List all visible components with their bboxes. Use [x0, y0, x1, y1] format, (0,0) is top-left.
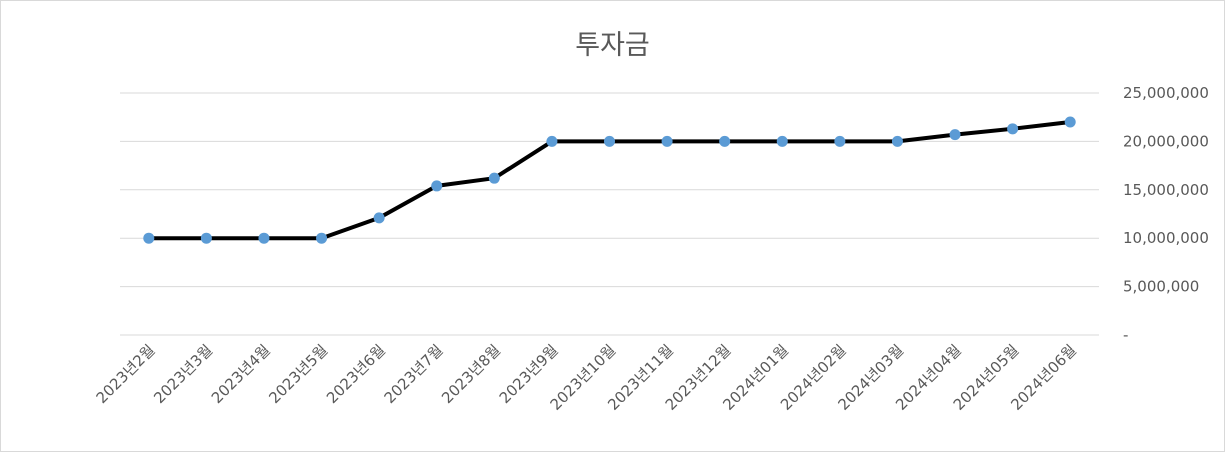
y-tick-label: 25,000,000 — [1123, 84, 1209, 102]
data-point — [373, 212, 385, 224]
y-axis-ticks: - 5,000,000 10,000,000 15,000,000 20,000,000… — [1123, 84, 1209, 344]
data-point — [719, 135, 731, 147]
data-point — [258, 232, 270, 244]
data-point — [1007, 123, 1019, 135]
y-tick-label: - — [1123, 326, 1128, 344]
chart-title: 투자금 — [575, 30, 650, 61]
y-tick-label: 5,000,000 — [1123, 278, 1199, 296]
data-point — [1064, 116, 1076, 128]
data-point — [316, 232, 328, 244]
x-tick-label: 2023년7월 — [381, 341, 447, 407]
x-tick-label: 2023년8월 — [438, 341, 504, 407]
data-point — [200, 232, 212, 244]
y-tick-label: 10,000,000 — [1123, 229, 1209, 247]
data-point — [604, 135, 615, 147]
data-point — [891, 135, 903, 147]
data-point — [776, 135, 788, 147]
x-tick-label: 2023년4월 — [208, 341, 274, 407]
data-point — [546, 135, 558, 147]
data-point — [143, 232, 155, 244]
x-tick-label: 2023년6월 — [323, 341, 389, 407]
data-point — [488, 172, 500, 184]
data-point — [834, 135, 846, 147]
x-tick-label: 2023년3월 — [150, 341, 216, 407]
gridlines — [120, 92, 1099, 336]
y-tick-label: 20,000,000 — [1123, 132, 1209, 150]
x-tick-label: 2023년2월 — [93, 341, 159, 407]
y-tick-label: 15,000,000 — [1123, 181, 1209, 199]
data-point — [949, 129, 961, 141]
x-tick-label: 2023년5월 — [265, 341, 331, 407]
data-point — [661, 135, 673, 147]
x-axis-ticks: 2023년2월2023년3월2023년4월2023년5월2023년6월2023년… — [93, 341, 1080, 414]
series-markers — [143, 116, 1076, 244]
data-point — [431, 180, 443, 192]
